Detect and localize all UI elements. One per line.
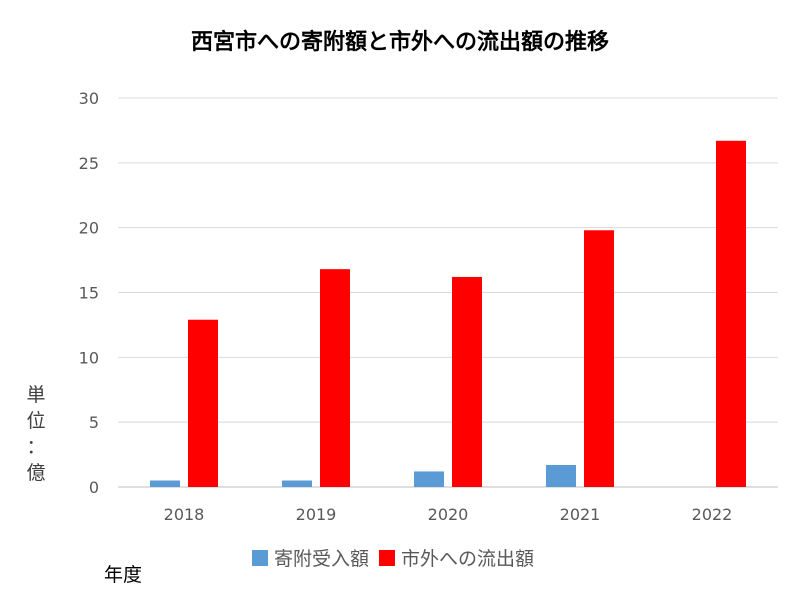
- y-tick-label-5: 5: [89, 413, 99, 432]
- y-axis-label: 単位 ： 億: [18, 382, 54, 486]
- bar-outflow-2021: [584, 230, 614, 487]
- y-tick-label-10: 10: [79, 348, 99, 367]
- chart-title: 西宮市への寄附額と市外への流出額の推移: [190, 30, 609, 55]
- bar-outflow-2022: [716, 140, 746, 488]
- y-tick-label-0: 0: [89, 478, 99, 497]
- legend-item-outflow: 市外への流出額: [379, 544, 534, 571]
- legend-item-donations: 寄附受入額: [252, 544, 369, 571]
- y-tick-label-15: 15: [79, 284, 99, 303]
- x-tick-label-2022: 2022: [692, 505, 733, 524]
- y-axis-label-char: 億: [26, 462, 46, 484]
- legend-swatch-outflow: [379, 549, 396, 566]
- bar-outflow-2018: [188, 319, 218, 487]
- y-tick-label-30: 30: [79, 89, 99, 108]
- bar-outflow-2020: [452, 276, 482, 487]
- bar-donations-2020: [414, 471, 444, 487]
- bar-donations-2021: [546, 464, 576, 487]
- x-tick-label-2021: 2021: [560, 505, 601, 524]
- y-axis-label-char: 単: [26, 384, 46, 406]
- y-axis-label-char: 位: [26, 410, 46, 432]
- y-tick-label-20: 20: [79, 219, 99, 238]
- x-tick-label-2019: 2019: [296, 505, 337, 524]
- bar-outflow-2019: [320, 269, 350, 487]
- y-tick-label-25: 25: [79, 154, 99, 173]
- bar-donations-2018: [150, 480, 180, 487]
- legend-swatch-donations: [252, 549, 268, 566]
- y-axis-label-char: ：: [26, 436, 46, 458]
- legend-label-outflow: 市外への流出額: [401, 548, 535, 570]
- legend-label-donations: 寄附受入額: [274, 548, 370, 570]
- legend: 寄附受入額 市外への流出額: [252, 544, 544, 571]
- x-tick-label-2018: 2018: [164, 505, 205, 524]
- x-axis-label: 年度: [104, 564, 143, 586]
- x-tick-label-2020: 2020: [428, 505, 469, 524]
- bar-donations-2019: [282, 480, 312, 487]
